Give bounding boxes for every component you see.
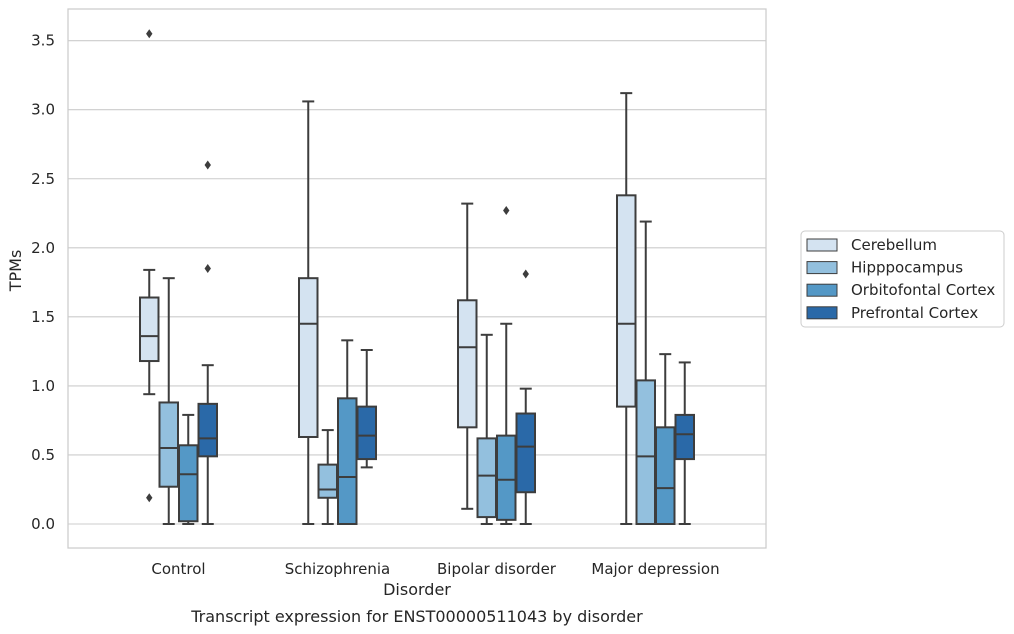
- legend-swatch: [806, 283, 838, 297]
- box-iqr: [356, 405, 377, 461]
- boxes: [139, 29, 695, 526]
- box-iqr: [674, 413, 695, 461]
- legend-frame: [800, 230, 1005, 328]
- outlier-point: [522, 269, 529, 279]
- box-iqr: [496, 434, 517, 521]
- plot-frame: [67, 8, 767, 549]
- chart-caption: Transcript expression for ENST0000051104…: [190, 607, 643, 626]
- box-iqr: [655, 426, 676, 525]
- outlier-point: [503, 206, 510, 216]
- box-cerebellum-major-depression: [616, 92, 637, 525]
- x-tick-label: Bipolar disorder: [437, 560, 557, 578]
- legend-item: Orbitofontal Cortex: [806, 281, 995, 299]
- box-iqr: [515, 412, 536, 494]
- box-iqr: [476, 437, 497, 519]
- box-iqr: [337, 397, 358, 526]
- box-hipppocampus-major-depression: [635, 220, 656, 525]
- y-tick-label: 0.0: [31, 515, 55, 533]
- y-tick-label: 0.5: [31, 446, 55, 464]
- legend-swatch: [806, 238, 838, 252]
- box-orbitofontal-cortex-control: [178, 413, 199, 525]
- box-cerebellum-bipolar-disorder: [457, 202, 478, 510]
- outlier-point: [204, 264, 211, 274]
- legend-label: Cerebellum: [851, 236, 937, 254]
- legend-item: Hipppocampus: [806, 259, 963, 277]
- legend-label: Orbitofontal Cortex: [851, 281, 995, 299]
- outlier-point: [146, 493, 153, 503]
- box-orbitofontal-cortex-schizophrenia: [337, 339, 358, 526]
- box-prefrontal-cortex-bipolar-disorder: [515, 269, 536, 525]
- y-tick-label: 3.0: [31, 101, 55, 119]
- box-hipppocampus-schizophrenia: [317, 429, 338, 525]
- y-tick-label: 2.0: [31, 239, 55, 257]
- y-axis-title: TPMs: [6, 250, 25, 293]
- legend-swatch: [806, 261, 838, 275]
- outlier-point: [204, 160, 211, 170]
- y-tick-label: 1.0: [31, 377, 55, 395]
- box-hipppocampus-bipolar-disorder: [476, 333, 497, 525]
- x-axis-title: Disorder: [383, 580, 451, 599]
- legend-swatch: [806, 306, 838, 320]
- y-tick-label: 2.5: [31, 170, 55, 188]
- box-iqr: [298, 277, 319, 438]
- box-prefrontal-cortex-control: [197, 160, 218, 525]
- box-iqr: [158, 401, 179, 488]
- y-tick-label: 1.5: [31, 308, 55, 326]
- legend-item: Cerebellum: [806, 236, 937, 254]
- box-orbitofontal-cortex-bipolar-disorder: [496, 206, 517, 525]
- box-cerebellum-control: [139, 29, 160, 503]
- x-tick-label: Schizophrenia: [285, 560, 390, 578]
- x-tick-labels: Control Schizophrenia Bipolar disorder Majo…: [151, 560, 719, 578]
- box-iqr: [616, 194, 637, 408]
- box-prefrontal-cortex-schizophrenia: [356, 348, 377, 469]
- x-tick-label: Major depression: [591, 560, 719, 578]
- box-cerebellum-schizophrenia: [298, 100, 319, 525]
- box-orbitofontal-cortex-major-depression: [655, 353, 676, 525]
- legend-item: Prefrontal Cortex: [806, 304, 978, 322]
- legend-label: Hipppocampus: [851, 259, 963, 277]
- box-iqr: [457, 299, 478, 429]
- y-tick-labels: 0.0 0.5 1.0 1.5 2.0 2.5 3.0 3.5: [31, 32, 55, 533]
- box-iqr: [635, 379, 656, 525]
- box-hipppocampus-control: [158, 277, 179, 525]
- legend: Cerebellum Hipppocampus Orbitofontal Corte…: [800, 230, 1005, 328]
- box-iqr: [197, 402, 218, 458]
- outlier-point: [146, 29, 153, 39]
- box-iqr: [317, 463, 338, 499]
- legend-label: Prefrontal Cortex: [851, 304, 978, 322]
- box-iqr: [139, 296, 160, 363]
- box-prefrontal-cortex-major-depression: [674, 361, 695, 525]
- box-iqr: [178, 444, 199, 523]
- y-tick-label: 3.5: [31, 32, 55, 50]
- x-tick-label: Control: [151, 560, 205, 578]
